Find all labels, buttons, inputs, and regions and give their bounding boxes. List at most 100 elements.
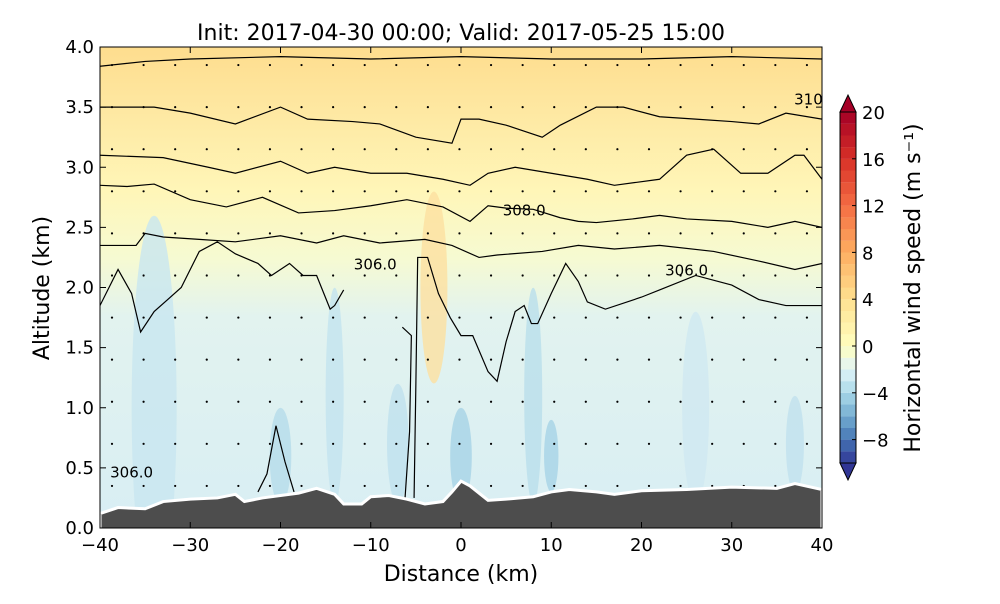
wind-vector: [805, 358, 809, 361]
wind-vector: [426, 190, 429, 193]
wind-vector: [363, 106, 366, 109]
wind-vector: [553, 190, 556, 193]
wind-vector: [774, 484, 777, 488]
colorbar-segment: [840, 334, 856, 347]
wind-vector: [805, 274, 809, 277]
chart-title: Init: 2017-04-30 00:00; Valid: 2017-05-2…: [197, 21, 725, 46]
colorbar-segment: [840, 310, 856, 323]
wind-vector: [711, 190, 714, 193]
wind-vector: [489, 484, 493, 488]
wind-vector: [742, 106, 745, 109]
wind-vector: [142, 274, 145, 277]
contour-306-left: [100, 241, 345, 334]
wind-vector: [363, 274, 366, 277]
wind-vector: [332, 400, 335, 403]
wind-vector: [584, 106, 587, 109]
wind-vector: [616, 232, 619, 235]
wind-vector: [647, 400, 651, 403]
contour-label: 306.0: [110, 463, 153, 481]
wind-vector: [174, 232, 177, 235]
wind-vector: [711, 106, 714, 109]
wind-vector: [205, 63, 208, 67]
y-tick-label: 0.5: [65, 458, 94, 479]
wind-vector: [553, 63, 556, 67]
wind-vector: [395, 148, 398, 151]
wind-vector: [584, 316, 587, 319]
wind-vector: [363, 484, 366, 488]
colorbar-segment: [840, 392, 856, 405]
wind-vector: [142, 484, 145, 488]
wind-vector: [616, 316, 619, 319]
contour-label: 310: [794, 91, 823, 109]
wind-vector: [142, 400, 145, 403]
wind-vector: [616, 442, 619, 445]
wind-vector: [647, 190, 651, 193]
wind-vector: [395, 358, 398, 361]
contour-top: [100, 56, 822, 67]
wind-vector: [426, 148, 429, 151]
wind-vector: [489, 316, 493, 319]
colorbar-segment: [840, 205, 856, 218]
y-tick-label: 3.0: [65, 157, 94, 178]
y-tick-label: 2.5: [65, 217, 94, 238]
wind-vector: [742, 148, 745, 151]
colorbar-segment: [840, 275, 856, 288]
wind-vector: [584, 232, 587, 235]
wind-vector: [300, 148, 303, 151]
colorbar-segment: [840, 158, 856, 171]
shading-blob: [387, 383, 409, 504]
wind-vector: [332, 148, 335, 151]
x-tick-label: 0: [455, 535, 466, 556]
wind-vector: [174, 63, 177, 67]
colorbar-segment: [840, 404, 856, 417]
colorbar-tick-label: −4: [862, 384, 889, 405]
wind-vector: [553, 274, 556, 277]
colorbar-segment: [840, 229, 856, 241]
wind-vector: [142, 190, 145, 193]
shading-blob: [524, 287, 543, 504]
wind-vector: [332, 358, 335, 361]
wind-vector: [774, 63, 777, 67]
colorbar-segment: [840, 217, 856, 230]
wind-vector: [426, 316, 429, 319]
wind-vector: [521, 232, 524, 235]
wind-vector: [584, 190, 587, 193]
wind-vector: [805, 400, 809, 403]
wind-vector: [174, 484, 177, 488]
wind-vector: [300, 106, 303, 109]
contour-3: [100, 148, 822, 186]
colorbar-tick-label: 20: [862, 103, 885, 124]
wind-vector: [142, 148, 145, 151]
wind-vector: [458, 274, 461, 277]
wind-vector: [805, 106, 809, 109]
wind-vector: [647, 358, 651, 361]
wind-vector: [110, 274, 114, 277]
wind-vector: [647, 484, 651, 488]
wind-vector: [110, 358, 114, 361]
wind-vector: [332, 442, 335, 445]
colorbar-segment: [840, 193, 856, 206]
wind-vector: [395, 106, 398, 109]
wind-vector: [553, 316, 556, 319]
wind-vector: [110, 400, 114, 403]
wind-vector: [805, 63, 809, 67]
wind-vector: [647, 106, 651, 109]
wind-vector: [679, 190, 682, 193]
wind-vector: [647, 63, 651, 67]
wind-vector: [553, 400, 556, 403]
wind-vector: [395, 442, 398, 445]
wind-vector: [205, 316, 208, 319]
wind-vector: [679, 63, 682, 67]
y-axis-ticks: 0.0 0.5 1.0 1.5 2.0 2.5 3.0 3.5 4.0: [65, 37, 822, 539]
y-tick-label: 4.0: [65, 37, 94, 58]
colorbar-segment: [840, 240, 856, 253]
wind-vector: [395, 484, 398, 488]
colorbar-segment: [840, 252, 856, 265]
shading-blob: [682, 311, 710, 504]
wind-vector: [395, 400, 398, 403]
wind-vector: [174, 400, 177, 403]
colorbar-segment: [840, 135, 856, 148]
wind-vector: [742, 232, 745, 235]
wind-vector: [553, 442, 556, 445]
wind-vector: [426, 106, 429, 109]
